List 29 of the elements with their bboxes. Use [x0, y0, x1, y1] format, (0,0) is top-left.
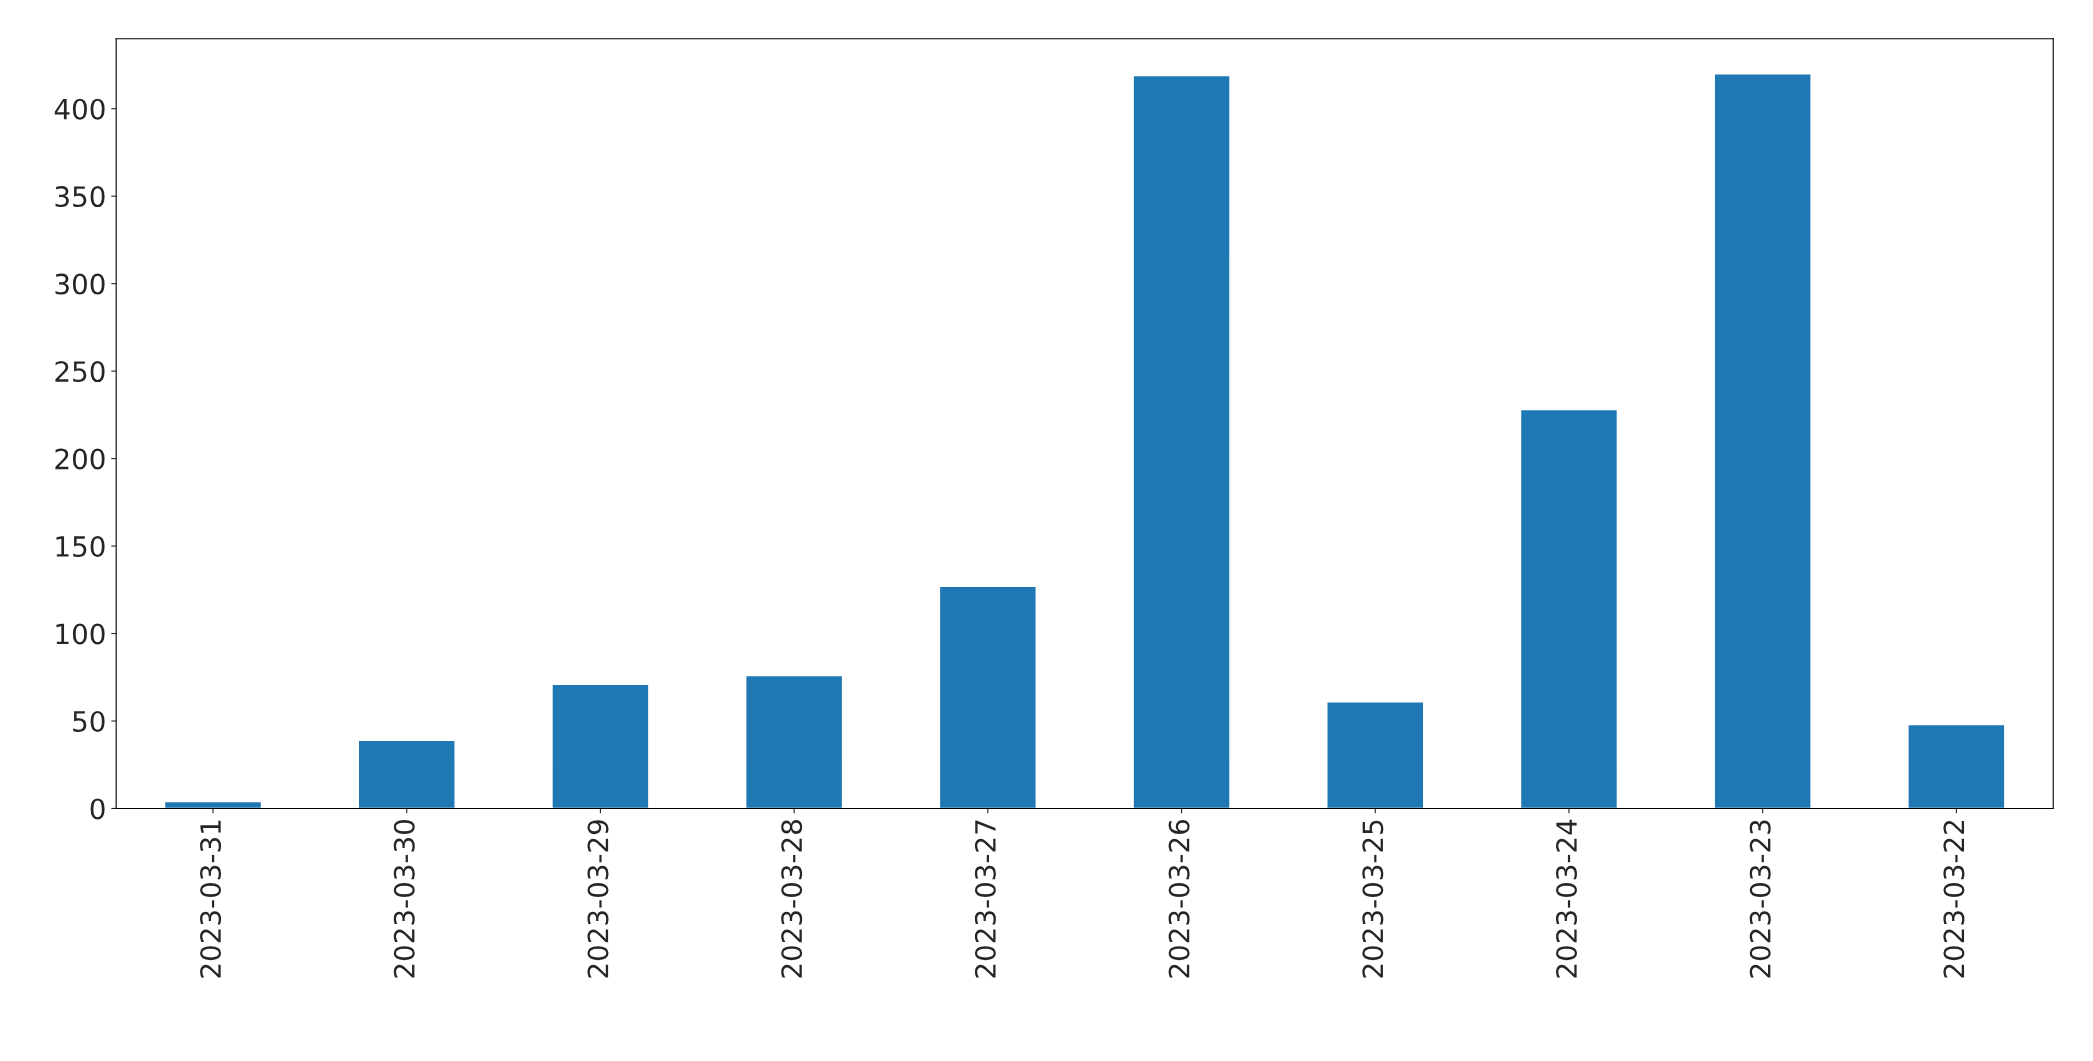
x-tick-label: 2023-03-27	[974, 820, 996, 978]
y-tick-label: 300	[55, 273, 105, 295]
bar	[551, 683, 650, 809]
bar	[1326, 701, 1425, 809]
x-tick-label: 2023-03-23	[1749, 820, 1771, 978]
y-tick-label: 400	[54, 98, 105, 120]
y-tick-label: 350	[55, 186, 105, 208]
x-tick-label: 2023-03-25	[1362, 820, 1384, 978]
y-tick-label: 50	[73, 710, 105, 732]
x-tick-label: 2023-03-31	[200, 820, 222, 978]
x-tick-label: 2023-03-22	[1943, 820, 1965, 978]
bar	[163, 800, 263, 809]
y-tick-label: 0	[90, 798, 105, 820]
y-tick-label: 150	[56, 536, 105, 558]
bar	[938, 585, 1037, 809]
bar	[1519, 408, 1619, 809]
x-tick-label: 2023-03-26	[1168, 819, 1190, 978]
bar	[1132, 74, 1231, 809]
bar	[1713, 73, 1812, 809]
x-tick-label: 2023-03-28	[781, 820, 803, 978]
bar	[357, 739, 456, 809]
x-tick-label: 2023-03-30	[393, 820, 415, 978]
x-tick-label: 2023-03-29	[587, 820, 609, 978]
y-tick-label: 100	[56, 623, 105, 645]
bar	[745, 674, 844, 809]
y-tick-label: 200	[55, 448, 105, 470]
bar	[1907, 723, 2006, 809]
y-tick-label: 250	[55, 361, 105, 383]
x-tick-label: 2023-03-24	[1556, 819, 1578, 978]
